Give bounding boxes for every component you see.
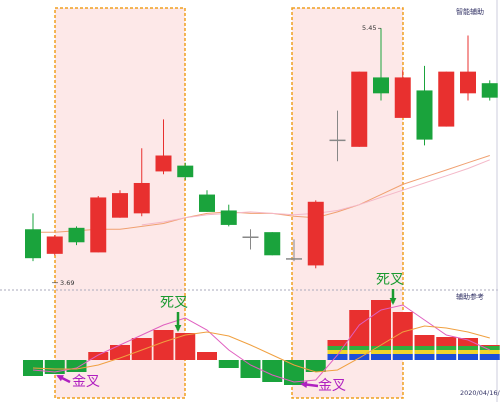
candle-body bbox=[68, 227, 85, 243]
bar-segment bbox=[458, 346, 478, 350]
cross-arrowhead bbox=[56, 375, 64, 382]
bar-segment bbox=[262, 360, 283, 382]
bar-segment bbox=[436, 354, 457, 360]
bar-segment bbox=[240, 360, 261, 378]
bar-segment bbox=[371, 346, 391, 350]
date-label: 2020/04/16/三 bbox=[460, 389, 500, 397]
bar-segment bbox=[392, 350, 413, 354]
bar-segment bbox=[371, 350, 391, 354]
candle-body bbox=[286, 258, 302, 260]
candle-body bbox=[481, 83, 498, 98]
candle-body bbox=[220, 210, 237, 225]
candle-body bbox=[416, 90, 433, 140]
panel-title: 辅助参考 bbox=[456, 292, 484, 301]
candle-body bbox=[438, 71, 455, 127]
candle-body bbox=[373, 77, 389, 94]
bar-segment bbox=[458, 338, 478, 346]
bar-segment bbox=[153, 330, 174, 360]
cross-arrowhead bbox=[300, 381, 308, 388]
bar-segment bbox=[414, 354, 435, 360]
bar-segment bbox=[392, 346, 413, 350]
bar-segment bbox=[436, 346, 457, 350]
bar-segment bbox=[131, 338, 152, 360]
bar-segment bbox=[479, 354, 500, 360]
bar-segment bbox=[66, 360, 87, 372]
bar-segment bbox=[349, 350, 370, 354]
indicator-line bbox=[32, 325, 490, 373]
candle-body bbox=[329, 139, 346, 142]
candle-body bbox=[199, 194, 215, 212]
cross-label: 死叉 bbox=[160, 295, 188, 311]
candle-body bbox=[307, 201, 324, 266]
bar-segment bbox=[349, 354, 370, 360]
bar-segment bbox=[392, 354, 413, 360]
bar-segment bbox=[175, 333, 196, 360]
candle-body bbox=[155, 155, 172, 172]
bar-segment bbox=[88, 352, 109, 360]
candle-body bbox=[460, 71, 476, 94]
bar-segment bbox=[479, 345, 500, 346]
bar-segment bbox=[218, 360, 239, 368]
price-label: 5.45 bbox=[362, 24, 376, 32]
bar-segment bbox=[479, 346, 500, 350]
candle-body bbox=[112, 193, 128, 218]
candle-body bbox=[25, 229, 41, 259]
cross-label: 死叉 bbox=[376, 272, 404, 288]
candle-body bbox=[394, 77, 411, 118]
candle-body bbox=[46, 236, 63, 254]
cross-label: 金叉 bbox=[72, 374, 100, 390]
bar-segment bbox=[327, 354, 348, 360]
bar-segment bbox=[414, 346, 435, 350]
bar-segment bbox=[371, 300, 391, 346]
bar-segment bbox=[305, 360, 326, 372]
ma-line bbox=[33, 155, 490, 233]
panel-title: 智能辅助 bbox=[456, 7, 484, 16]
bar-segment bbox=[197, 352, 217, 360]
bar-segment bbox=[436, 350, 457, 354]
bar-segment bbox=[327, 350, 348, 354]
candle-body bbox=[242, 236, 259, 238]
bar-segment bbox=[327, 340, 348, 346]
candle-body bbox=[133, 182, 150, 214]
candle-body bbox=[90, 197, 107, 253]
indicator-line bbox=[32, 304, 491, 383]
bar-segment bbox=[458, 354, 478, 360]
bar-segment bbox=[327, 346, 348, 350]
cross-arrowhead bbox=[174, 325, 182, 332]
candle-body bbox=[264, 232, 281, 256]
candle-body bbox=[177, 165, 194, 178]
cross-label: 金叉 bbox=[318, 378, 346, 394]
bar-segment bbox=[414, 350, 435, 354]
bar-segment bbox=[479, 350, 500, 354]
bar-segment bbox=[349, 346, 370, 350]
bar-segment bbox=[392, 312, 413, 346]
bar-segment bbox=[458, 350, 478, 354]
price-label: 3.69 bbox=[60, 279, 74, 287]
bar-segment bbox=[414, 335, 435, 346]
cross-arrowhead bbox=[389, 298, 397, 305]
bar-segment bbox=[44, 360, 65, 374]
candle-body bbox=[351, 71, 368, 147]
bar-segment bbox=[436, 337, 457, 346]
bar-segment bbox=[371, 354, 391, 360]
bar-segment bbox=[349, 310, 370, 346]
